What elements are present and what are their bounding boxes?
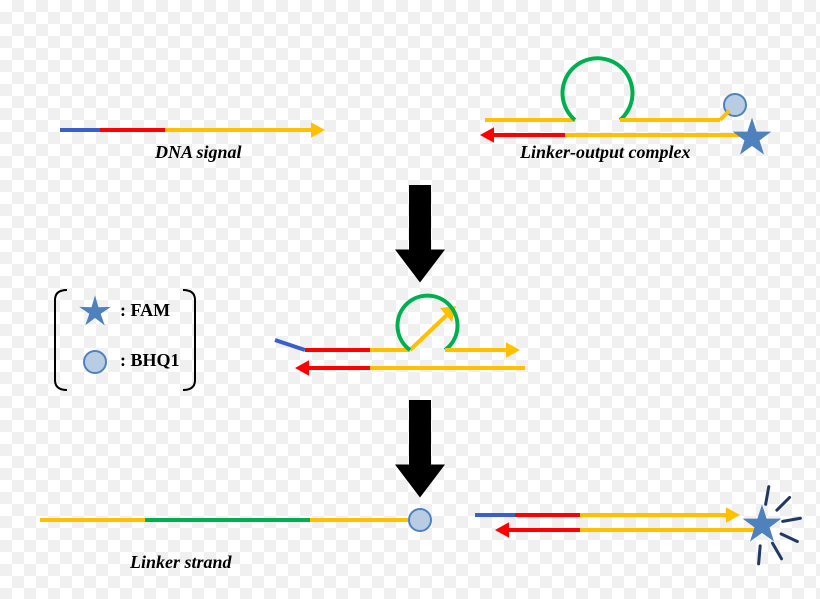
label-dna-signal: DNA signal <box>155 142 242 163</box>
diagram-stage: DNA signal Linker-output complex Linker … <box>0 0 820 599</box>
label-linker-strand: Linker strand <box>130 552 232 573</box>
label-bhq1: : BHQ1 <box>120 350 180 371</box>
label-linker-output: Linker-output complex <box>520 142 691 163</box>
label-fam: : FAM <box>120 300 170 321</box>
